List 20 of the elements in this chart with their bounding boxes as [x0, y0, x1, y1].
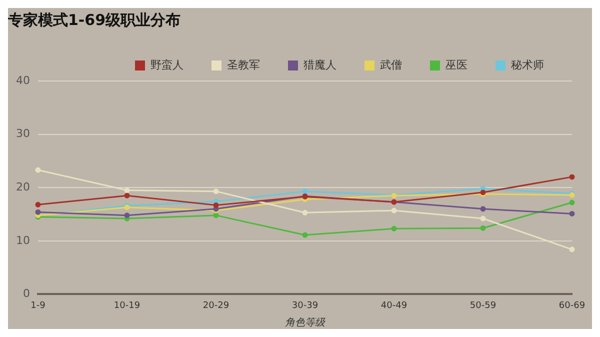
legend-label: 圣教军 — [227, 58, 260, 72]
legend-label: 秘术师 — [511, 58, 544, 72]
y-tick-label: 40 — [16, 74, 30, 87]
y-tick-label: 30 — [16, 127, 30, 140]
legend-label: 武僧 — [380, 58, 402, 72]
y-tick-label: 0 — [22, 287, 30, 300]
legend-label: 猎魔人 — [304, 58, 336, 72]
legend-label: 野蛮人 — [150, 58, 184, 72]
x-tick-label: 1-9 — [30, 300, 46, 311]
x-tick-label: 30-39 — [292, 300, 318, 311]
x-tick-label: 60-69 — [558, 300, 586, 311]
y-tick-label: 20 — [16, 180, 30, 194]
x-axis-title: 角色等级 — [285, 316, 326, 329]
x-tick-label: 50-59 — [470, 300, 496, 311]
legend-label: 巫医 — [446, 58, 468, 72]
y-tick-label: 10 — [16, 234, 30, 247]
x-tick-label: 40-49 — [380, 300, 408, 311]
chart-title: 专家模式1-69级职业分布 — [7, 10, 181, 29]
x-tick-label: 10-19 — [114, 300, 140, 311]
x-tick-label: 20-29 — [202, 300, 230, 311]
